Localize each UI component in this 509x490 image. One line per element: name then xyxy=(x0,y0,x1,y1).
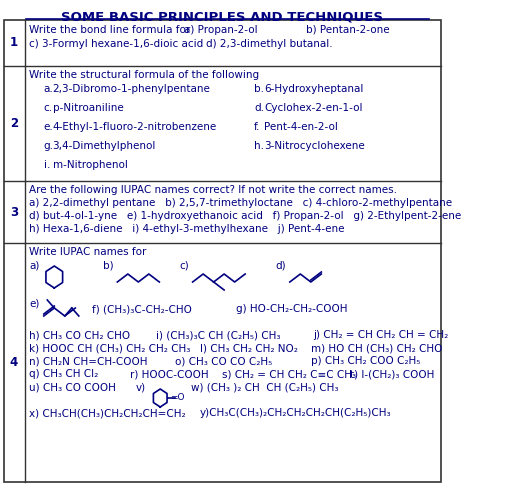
Text: p) CH₃ CH₂ COO C₂H₅: p) CH₃ CH₂ COO C₂H₅ xyxy=(311,356,420,366)
Text: Pent-4-en-2-ol: Pent-4-en-2-ol xyxy=(264,122,338,132)
Text: h.: h. xyxy=(254,141,264,151)
Text: y)CH₃C(CH₃)₂CH₂CH₂CH₂CH(C₂H₅)CH₃: y)CH₃C(CH₃)₂CH₂CH₂CH₂CH(C₂H₅)CH₃ xyxy=(200,408,391,418)
Text: 3,4-Dimethylphenol: 3,4-Dimethylphenol xyxy=(52,141,156,151)
Text: g.: g. xyxy=(44,141,54,151)
Text: =O: =O xyxy=(170,393,184,402)
Text: h) Hexa-1,6-diene   i) 4-ethyl-3-methylhexane   j) Pent-4-ene: h) Hexa-1,6-diene i) 4-ethyl-3-methylhex… xyxy=(29,224,345,234)
Text: a): a) xyxy=(29,260,39,270)
Text: a) 2,2-dimethyl pentane   b) 2,5,7-trimethyloctane   c) 4-chloro-2-methylpentane: a) 2,2-dimethyl pentane b) 2,5,7-trimeth… xyxy=(29,198,452,208)
Text: b) Pentan-2-one: b) Pentan-2-one xyxy=(306,25,390,35)
Text: c) 3-Formyl hexane-1,6-dioic acid: c) 3-Formyl hexane-1,6-dioic acid xyxy=(29,39,203,49)
Text: 6-Hydroxyheptanal: 6-Hydroxyheptanal xyxy=(264,84,364,94)
Text: w) (CH₃ )₂ CH  CH (C₂H₅) CH₃: w) (CH₃ )₂ CH CH (C₂H₅) CH₃ xyxy=(191,382,338,392)
Text: r) HOOC-COOH: r) HOOC-COOH xyxy=(130,369,208,379)
Text: d) but-4-ol-1-yne   e) 1-hydroxyethanoic acid   f) Propan-2-ol   g) 2-Ethylpent-: d) but-4-ol-1-yne e) 1-hydroxyethanoic a… xyxy=(29,211,461,221)
Text: e): e) xyxy=(29,298,39,308)
Text: 2,3-Dibromo-1-phenylpentane: 2,3-Dibromo-1-phenylpentane xyxy=(52,84,210,94)
Text: SOME BASIC PRINCIPLES AND TECHNIQUES: SOME BASIC PRINCIPLES AND TECHNIQUES xyxy=(62,10,383,23)
Text: b.: b. xyxy=(254,84,264,94)
Text: p-Nitroaniline: p-Nitroaniline xyxy=(52,103,123,113)
Text: l) CH₃ CH₂ CH₂ NO₂: l) CH₃ CH₂ CH₂ NO₂ xyxy=(200,343,297,353)
Text: Write IUPAC names for: Write IUPAC names for xyxy=(29,247,146,257)
Text: g) HO-CH₂-CH₂-COOH: g) HO-CH₂-CH₂-COOH xyxy=(236,304,348,314)
Text: t) I-(CH₂)₃ COOH: t) I-(CH₂)₃ COOH xyxy=(350,369,435,379)
Text: a) Propan-2-ol: a) Propan-2-ol xyxy=(184,25,258,35)
Text: Cyclohex-2-en-1-ol: Cyclohex-2-en-1-ol xyxy=(264,103,363,113)
Text: h) CH₃ CO CH₂ CHO: h) CH₃ CO CH₂ CHO xyxy=(29,330,130,340)
Text: d.: d. xyxy=(254,103,264,113)
Text: q) CH₃ CH Cl₂: q) CH₃ CH Cl₂ xyxy=(29,369,98,379)
Text: d) 2,3-dimethyl butanal.: d) 2,3-dimethyl butanal. xyxy=(206,39,332,49)
Text: s) CH₂ = CH CH₂ C≡C CH₃: s) CH₂ = CH CH₂ C≡C CH₃ xyxy=(221,369,356,379)
Text: d): d) xyxy=(276,260,287,270)
Text: c.: c. xyxy=(44,103,53,113)
Text: Write the bond line formula for: Write the bond line formula for xyxy=(29,25,190,35)
Text: x) CH₃CH(CH₃)CH₂CH₂CH=CH₂: x) CH₃CH(CH₃)CH₂CH₂CH=CH₂ xyxy=(29,408,185,418)
Text: m-Nitrophenol: m-Nitrophenol xyxy=(52,160,127,170)
Text: j) CH₂ = CH CH₂ CH = CH₂: j) CH₂ = CH CH₂ CH = CH₂ xyxy=(314,330,449,340)
Text: m) HO CH (CH₃) CH₂ CHO: m) HO CH (CH₃) CH₂ CHO xyxy=(311,343,442,353)
Text: 3: 3 xyxy=(10,205,18,219)
Text: 4: 4 xyxy=(10,356,18,369)
Text: k) HOOC CH (CH₃) CH₂ CH₂ CH₃: k) HOOC CH (CH₃) CH₂ CH₂ CH₃ xyxy=(29,343,190,353)
Text: o) CH₃ CO CO C₂H₅: o) CH₃ CO CO C₂H₅ xyxy=(175,356,272,366)
Text: b): b) xyxy=(103,260,114,270)
Text: u) CH₃ CO COOH: u) CH₃ CO COOH xyxy=(29,382,116,392)
Text: v): v) xyxy=(136,382,146,392)
Text: c): c) xyxy=(180,260,189,270)
Text: 3-Nitrocyclohexene: 3-Nitrocyclohexene xyxy=(264,141,365,151)
Text: f.: f. xyxy=(254,122,260,132)
Text: 4-Ethyl-1-fluoro-2-nitrobenzene: 4-Ethyl-1-fluoro-2-nitrobenzene xyxy=(52,122,217,132)
Text: Write the structural formula of the following: Write the structural formula of the foll… xyxy=(29,70,259,80)
Text: i.: i. xyxy=(44,160,50,170)
Text: a.: a. xyxy=(44,84,53,94)
Text: 1: 1 xyxy=(10,36,18,49)
Text: f) (CH₃)₃C-CH₂-CHO: f) (CH₃)₃C-CH₂-CHO xyxy=(92,304,192,314)
Text: e.: e. xyxy=(44,122,53,132)
Text: Are the following IUPAC names correct? If not write the correct names.: Are the following IUPAC names correct? I… xyxy=(29,185,397,195)
Text: i) (CH₃)₃C CH (C₂H₅) CH₃: i) (CH₃)₃C CH (C₂H₅) CH₃ xyxy=(156,330,280,340)
Text: n) CH₂N CH=CH-COOH: n) CH₂N CH=CH-COOH xyxy=(29,356,148,366)
Text: 2: 2 xyxy=(10,117,18,130)
